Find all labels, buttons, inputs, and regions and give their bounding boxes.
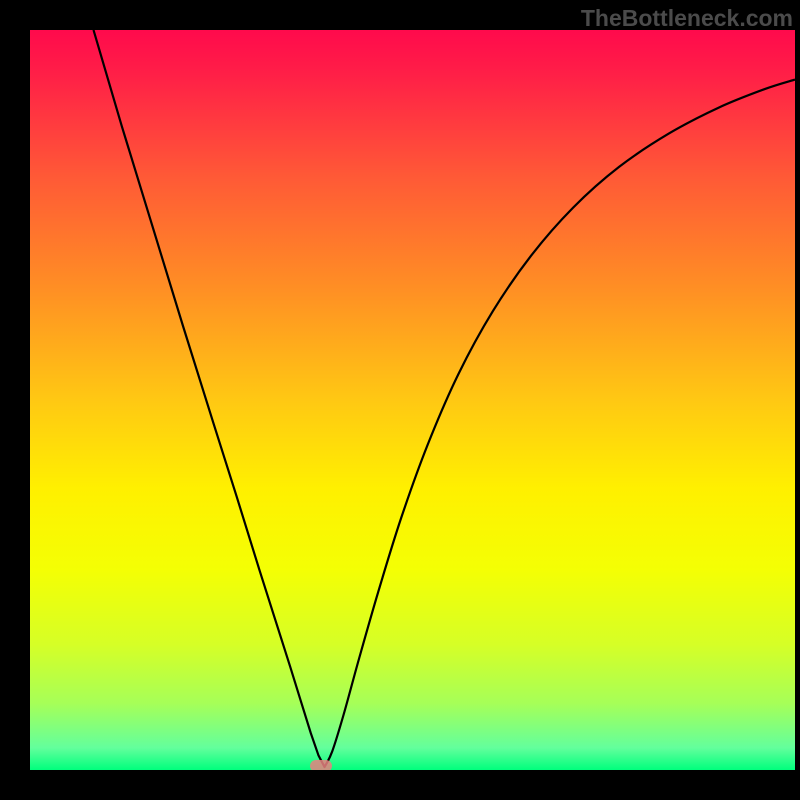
minimum-marker [310,760,332,770]
watermark-text: TheBottleneck.com [581,5,793,32]
curve-svg [30,30,795,770]
plot-area [30,30,795,770]
bottleneck-curve [94,30,796,767]
